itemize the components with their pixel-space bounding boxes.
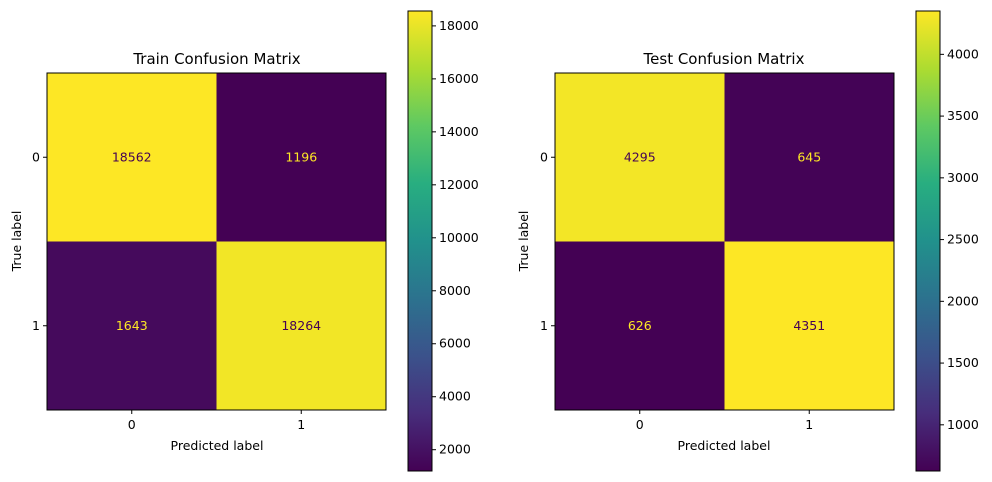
train-cell-value-0-0: 18562: [112, 149, 152, 164]
test-x-tick-label-1: 1: [805, 417, 813, 432]
test-colorbar-tick-label-6: 4000: [947, 46, 979, 61]
test-y-tick-label-0: 0: [540, 149, 548, 164]
test-x-tick-label-0: 0: [636, 417, 644, 432]
test-colorbar-tick-label-2: 2000: [947, 293, 979, 308]
train-y-axis-label: True label: [9, 211, 24, 273]
test-colorbar-gradient: [915, 10, 941, 472]
test-x-axis-label: Predicted label: [678, 438, 771, 453]
test-colorbar-tick-label-4: 3000: [947, 170, 979, 185]
train-x-tick-label-1: 1: [297, 417, 305, 432]
train-cell-value-1-0: 1643: [116, 318, 148, 333]
test-cell-value-0-0: 4295: [624, 149, 656, 164]
train-x-axis-label: Predicted label: [171, 438, 264, 453]
train-colorbar-tick-label-5: 12000: [439, 177, 479, 192]
test-cell-1-0: [555, 241, 725, 410]
test-colorbar: 1000 1500 2000 2500 3000 3500 4000: [915, 10, 979, 472]
test-cell-value-1-1: 4351: [793, 318, 825, 333]
test-cell-0-0: [555, 73, 725, 242]
train-colorbar-tick-label-0: 2000: [439, 442, 471, 457]
test-colorbar-tick-label-3: 2500: [947, 232, 979, 247]
test-colorbar-tick-label-0: 1000: [947, 417, 979, 432]
train-colorbar-tick-label-1: 4000: [439, 389, 471, 404]
train-cell-1-1: [216, 241, 386, 410]
train-colorbar-tick-label-7: 16000: [439, 71, 479, 86]
train-colorbar-tick-label-6: 14000: [439, 124, 479, 139]
train-colorbar-tick-label-4: 10000: [439, 230, 479, 245]
train-panel: Train Confusion Matrix Predicted label T…: [9, 10, 479, 472]
test-y-axis-label: True label: [516, 211, 531, 273]
train-cell-value-0-1: 1196: [285, 149, 317, 164]
train-colorbar: 2000 4000 6000 8000 10000 12000 14000 16000 1800…: [407, 10, 479, 472]
train-y-tick-label-0: 0: [32, 149, 40, 164]
train-colorbar-gradient: [407, 10, 433, 472]
train-x-tick-label-0: 0: [128, 417, 136, 432]
train-cell-0-0: [47, 73, 217, 242]
test-colorbar-tick-label-1: 1500: [947, 355, 979, 370]
test-matrix-frame: [554, 72, 895, 411]
test-cell-0-1: [724, 73, 894, 242]
test-cell-value-0-1: 645: [797, 149, 821, 164]
test-cell-1-1: [724, 241, 894, 410]
train-cell-1-0: [47, 241, 217, 410]
test-chart-title: Test Confusion Matrix: [643, 50, 805, 68]
train-cell-value-1-1: 18264: [281, 318, 321, 333]
train-cell-0-1: [216, 73, 386, 242]
test-colorbar-tick-label-5: 3500: [947, 108, 979, 123]
train-colorbar-tick-label-2: 6000: [439, 336, 471, 351]
train-y-tick-label-1: 1: [32, 318, 40, 333]
test-y-tick-label-1: 1: [540, 318, 548, 333]
test-cell-value-1-0: 626: [628, 318, 652, 333]
train-matrix-frame: [46, 72, 387, 411]
test-panel: Test Confusion Matrix Predicted label Tr…: [516, 10, 979, 472]
train-chart-title: Train Confusion Matrix: [132, 50, 300, 68]
train-colorbar-tick-label-3: 8000: [439, 283, 471, 298]
train-colorbar-tick-label-8: 18000: [439, 18, 479, 33]
